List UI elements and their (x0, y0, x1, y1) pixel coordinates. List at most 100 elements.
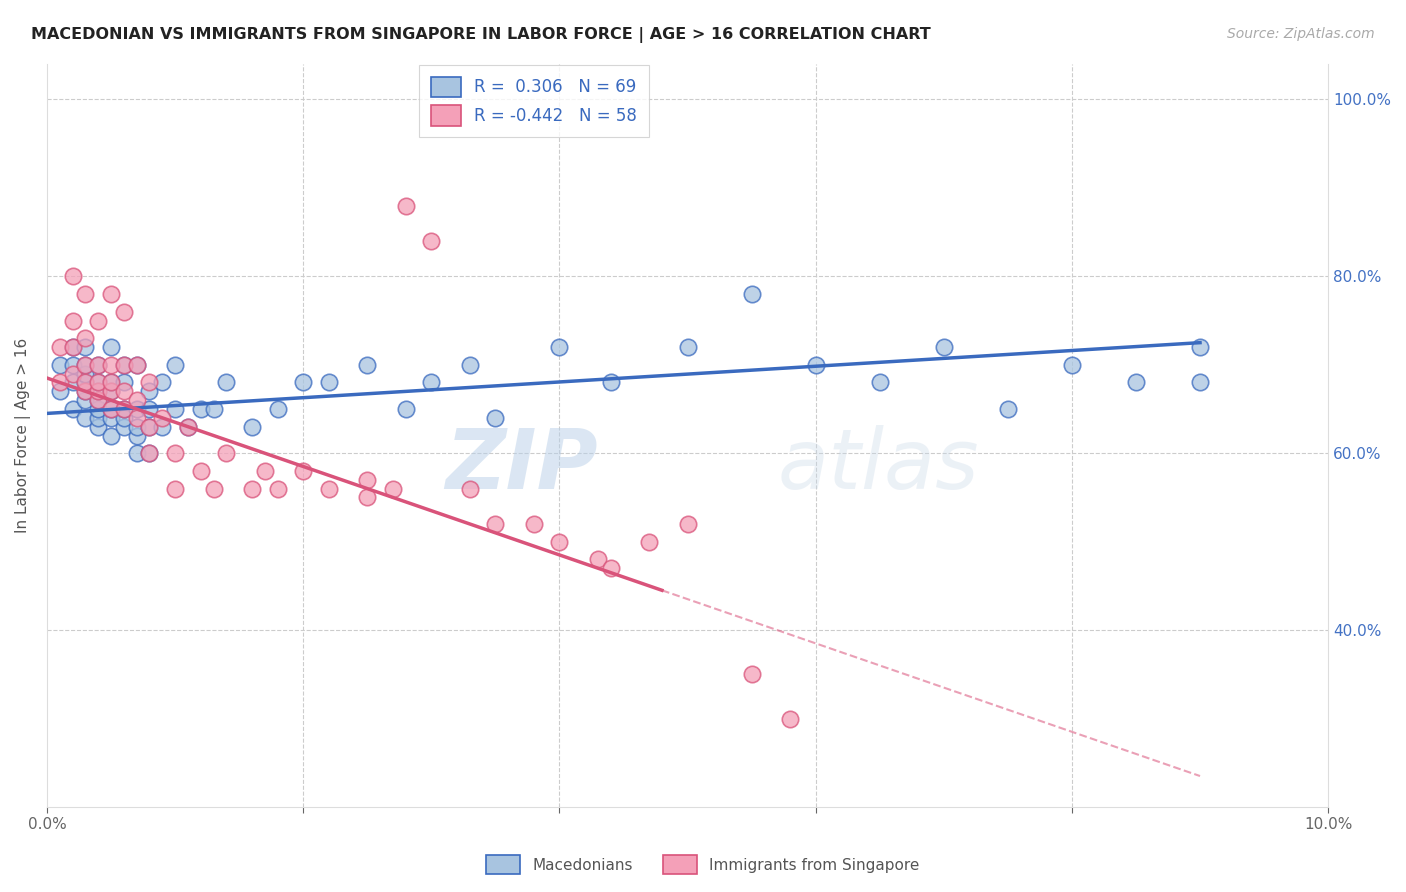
Point (138, 376, 160, 390)
Point (62, 376, 84, 390)
Point (741, 667, 763, 681)
Point (75, 358, 97, 372)
Point (266, 402, 288, 417)
Point (100, 428, 122, 442)
Point (75, 410, 97, 425)
Point (87, 358, 110, 372)
Point (190, 464, 212, 478)
Point (165, 446, 187, 460)
Point (804, 358, 827, 372)
Point (49, 340, 72, 354)
Point (292, 464, 315, 478)
Point (125, 358, 148, 372)
Point (87, 393, 110, 408)
Point (599, 561, 621, 575)
Point (112, 376, 135, 390)
Point (240, 419, 263, 434)
Point (599, 376, 621, 390)
Point (62, 269, 84, 284)
Point (112, 384, 135, 399)
Point (548, 534, 571, 549)
Text: Source: ZipAtlas.com: Source: ZipAtlas.com (1227, 27, 1375, 41)
Point (112, 419, 135, 434)
Point (420, 234, 443, 248)
Point (523, 516, 546, 531)
Point (87, 419, 110, 434)
Point (215, 376, 238, 390)
Point (997, 402, 1019, 417)
Point (100, 384, 122, 399)
Point (150, 419, 173, 434)
Point (125, 428, 148, 442)
Point (49, 358, 72, 372)
Point (215, 446, 238, 460)
Point (75, 384, 97, 399)
Point (62, 313, 84, 327)
Point (125, 410, 148, 425)
Point (87, 402, 110, 417)
Point (75, 331, 97, 345)
Point (869, 376, 891, 390)
Point (356, 491, 378, 505)
Point (87, 384, 110, 399)
Point (266, 482, 288, 496)
Point (253, 464, 276, 478)
Point (741, 287, 763, 301)
Point (87, 410, 110, 425)
Point (138, 419, 160, 434)
Point (100, 402, 122, 417)
Point (292, 376, 315, 390)
Point (202, 402, 225, 417)
Point (100, 358, 122, 372)
Point (75, 367, 97, 381)
Point (100, 384, 122, 399)
Point (62, 340, 84, 354)
Point (676, 340, 699, 354)
Point (62, 402, 84, 417)
Point (100, 402, 122, 417)
Legend: Macedonians, Immigrants from Singapore: Macedonians, Immigrants from Singapore (481, 849, 925, 880)
Point (75, 358, 97, 372)
Point (420, 376, 443, 390)
Point (125, 393, 148, 408)
Point (356, 358, 378, 372)
Point (395, 198, 418, 212)
Point (75, 287, 97, 301)
Point (356, 473, 378, 487)
Point (138, 446, 160, 460)
Point (112, 358, 135, 372)
Point (165, 358, 187, 372)
Point (779, 712, 801, 726)
Point (75, 340, 97, 354)
Point (87, 393, 110, 408)
Point (240, 482, 263, 496)
Point (112, 304, 135, 318)
Point (138, 384, 160, 399)
Point (87, 376, 110, 390)
Point (1125, 376, 1147, 390)
Point (1189, 376, 1212, 390)
Point (62, 340, 84, 354)
Point (177, 419, 200, 434)
Point (87, 358, 110, 372)
Point (150, 410, 173, 425)
Text: atlas: atlas (778, 425, 979, 506)
Y-axis label: In Labor Force | Age > 16: In Labor Force | Age > 16 (15, 338, 31, 533)
Point (484, 410, 506, 425)
Point (638, 534, 661, 549)
Point (318, 482, 340, 496)
Point (100, 340, 122, 354)
Point (932, 340, 955, 354)
Point (62, 367, 84, 381)
Legend: R =  0.306   N = 69, R = -0.442   N = 58: R = 0.306 N = 69, R = -0.442 N = 58 (419, 65, 648, 137)
Point (75, 393, 97, 408)
Point (75, 376, 97, 390)
Point (49, 376, 72, 390)
Point (1060, 358, 1083, 372)
Point (138, 446, 160, 460)
Point (190, 402, 212, 417)
Point (586, 552, 609, 566)
Point (100, 287, 122, 301)
Point (150, 376, 173, 390)
Point (484, 516, 506, 531)
